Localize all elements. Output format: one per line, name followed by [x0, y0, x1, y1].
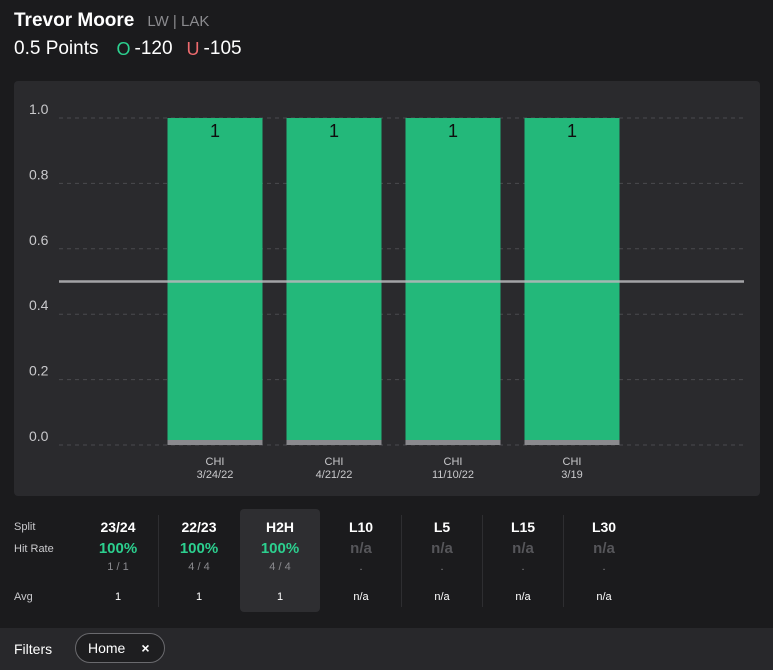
avg-value: n/a: [434, 591, 450, 603]
over-icon: O: [116, 38, 131, 59]
split-column-l10[interactable]: L10 n/a. n/a: [321, 509, 402, 612]
x-tick-opponent: CHI: [206, 456, 225, 468]
hit-fraction: .: [602, 561, 606, 573]
avg-value: n/a: [596, 591, 612, 603]
split-name: L30: [591, 519, 617, 535]
bar-base: [405, 440, 501, 445]
avg-value: n/a: [353, 591, 369, 603]
column-divider: [401, 515, 402, 607]
prop-line-row: 0.5 Points O -120 U -105: [14, 38, 256, 60]
y-tick-label: 0.2: [29, 363, 49, 379]
bar-value-label: 1: [329, 121, 339, 141]
split-label: Split: [14, 521, 36, 533]
column-divider: [158, 515, 159, 607]
hit-chart: 0.0 0.2 0.4 0.6 0.8 1.0 1 CHI 3/24/22 1 CHI 4/21/22…: [14, 81, 760, 496]
close-icon[interactable]: ×: [141, 640, 150, 656]
split-column-l15[interactable]: L15 n/a. n/a: [483, 509, 564, 612]
split-name: 22/23: [181, 519, 217, 535]
player-header: Trevor Moore LW | LAK 0.5 Points O -120 …: [14, 10, 256, 60]
split-column-h2h[interactable]: H2H 100% 4 / 4 1: [240, 509, 320, 612]
column-divider: [563, 515, 564, 607]
column-divider: [482, 515, 483, 607]
hit-fraction: 1 / 1: [107, 561, 129, 573]
title-row: Trevor Moore LW | LAK: [14, 10, 256, 32]
split-name: L10: [348, 519, 374, 535]
y-tick-label: 0.4: [29, 297, 49, 313]
y-tick-label: 1.0: [29, 101, 49, 117]
x-tick-opponent: CHI: [444, 456, 463, 468]
split-name: L15: [510, 519, 536, 535]
bar-base: [286, 440, 382, 445]
y-tick-label: 0.0: [29, 428, 49, 444]
split-column-l5[interactable]: L5 n/a. n/a: [402, 509, 483, 612]
hit-rate-value: n/a: [431, 540, 453, 557]
hit-rate-value: n/a: [593, 540, 615, 557]
bar-value-label: 1: [210, 121, 220, 141]
avg-value: 1: [114, 591, 122, 603]
hit-rate-value: 100%: [98, 540, 138, 557]
avg-label: Avg: [14, 591, 33, 603]
avg-value: n/a: [515, 591, 531, 603]
stats-row-labels: Split Hit Rate Avg: [14, 509, 84, 613]
x-tick-date: 11/10/22: [432, 469, 474, 481]
over-odds[interactable]: O -120: [117, 38, 173, 60]
hit-rate-value: 100%: [179, 540, 219, 557]
avg-value: 1: [276, 591, 284, 603]
player-name: Trevor Moore: [14, 10, 135, 31]
under-odds-value: -105: [203, 38, 242, 59]
split-column-22-23[interactable]: 22/23 100% 4 / 4 1: [159, 509, 239, 612]
hit-rate-value: n/a: [350, 540, 372, 557]
player-position-team: LW | LAK: [147, 13, 210, 30]
x-tick-date: 3/24/22: [197, 469, 234, 481]
stats-table: Split Hit Rate Avg 23/24 100% 1 / 1 1 22/23 1…: [0, 509, 773, 613]
prop-line-label: 0.5 Points: [14, 38, 99, 59]
hit-fraction: .: [521, 561, 525, 573]
filters-bar: Filters Home ×: [0, 628, 773, 670]
hit-rate-value: n/a: [512, 540, 534, 557]
x-tick-opponent: CHI: [563, 456, 582, 468]
x-tick-date: 3/19: [561, 469, 582, 481]
hit-fraction: 4 / 4: [188, 561, 210, 573]
avg-value: 1: [195, 591, 203, 603]
split-column-23-24[interactable]: 23/24 100% 1 / 1 1: [78, 509, 159, 612]
x-tick-date: 4/21/22: [316, 469, 353, 481]
split-column-l30[interactable]: L30 n/a. n/a: [564, 509, 644, 612]
split-name: H2H: [265, 519, 294, 535]
bar-value-label: 1: [567, 121, 577, 141]
bar-base: [167, 440, 263, 445]
filter-chip-label: Home: [88, 640, 126, 656]
under-odds[interactable]: U -105: [187, 38, 242, 60]
hit-fraction: .: [440, 561, 444, 573]
hit-fraction: .: [359, 561, 363, 573]
hit-fraction: 4 / 4: [269, 561, 291, 573]
y-tick-label: 0.8: [29, 166, 49, 182]
filters-label: Filters: [14, 641, 53, 657]
y-tick-label: 0.6: [29, 232, 49, 248]
chart-svg: 0.00.20.40.60.81.01CHI3/24/221CHI4/21/22…: [29, 101, 744, 481]
bar-value-label: 1: [448, 121, 458, 141]
filter-chip-home[interactable]: Home ×: [75, 633, 165, 663]
hit-rate-value: 100%: [260, 540, 300, 557]
split-name: L5: [433, 519, 451, 535]
under-icon: U: [186, 38, 200, 59]
split-name: 23/24: [100, 519, 136, 535]
over-odds-value: -120: [134, 38, 173, 59]
hit-rate-label: Hit Rate: [14, 543, 54, 555]
x-tick-opponent: CHI: [325, 456, 344, 468]
bar-base: [524, 440, 620, 445]
